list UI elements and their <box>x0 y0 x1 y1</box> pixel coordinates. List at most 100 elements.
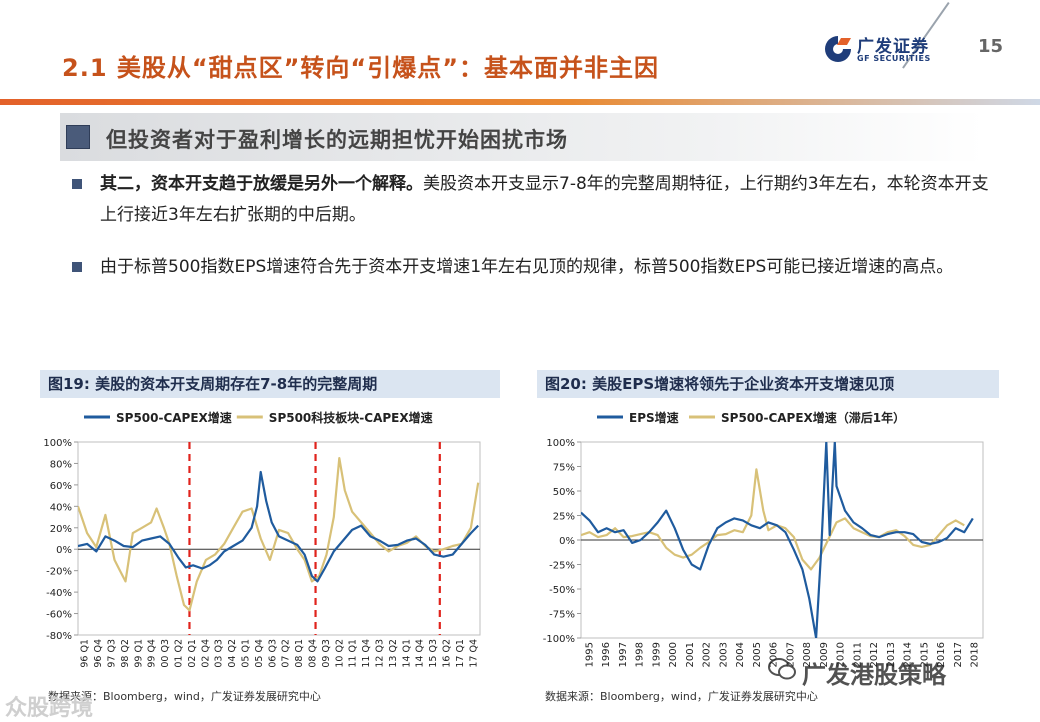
y-tick-label: 25% <box>553 512 575 523</box>
x-tick-label: 12 Q3 <box>375 639 386 668</box>
watermark-text: 广发港股策略 <box>768 655 946 690</box>
y-tick-label: 0% <box>559 536 575 547</box>
plot-area <box>77 441 481 636</box>
x-tick-label: 09 Q3 <box>321 639 332 668</box>
figure-20-label: 图20: <box>545 375 587 393</box>
x-tick-label: 2001 <box>685 642 696 667</box>
x-tick-label: 05 Q4 <box>254 639 265 668</box>
figure-20-title-text: 美股EPS增速将领先于企业资本开支增速见顶 <box>592 375 895 393</box>
x-tick-label: 08 Q1 <box>294 639 305 668</box>
x-tick-label: 2009 <box>819 642 830 667</box>
y-tick-label: 0% <box>56 545 72 556</box>
page-title: 2.1 美股从“甜点区”转向“引爆点”：基本面并非主因 <box>62 54 659 82</box>
figure-19-source: 数据来源：Bloomberg，wind，广发证券发展研究中心 <box>48 690 321 703</box>
y-tick-label: -60% <box>46 610 72 621</box>
y-tick-label: 50% <box>553 487 575 498</box>
x-tick-label: 2018 <box>970 642 981 667</box>
logo-text-cn: 广发证券 <box>857 37 929 57</box>
y-tick-label: -50% <box>549 585 575 596</box>
x-tick-label: 2004 <box>735 642 746 667</box>
series-line <box>78 470 479 583</box>
x-tick-label: 1998 <box>635 642 646 667</box>
x-tick-label: 2013 <box>886 642 897 667</box>
y-tick-label: -100% <box>543 634 575 645</box>
bullet-1-text: 美股资本开支显示7-8年的完整周期特征，上行期约3年左右，本轮资本开支上行接近3… <box>100 174 989 225</box>
series-line <box>581 442 974 638</box>
x-tick-label: 2003 <box>718 642 729 667</box>
y-tick-label: -80% <box>46 631 72 642</box>
x-tick-label: 2017 <box>953 642 964 667</box>
x-tick-label: 2012 <box>869 642 880 667</box>
legend-label: SP500-CAPEX增速（滞后1年） <box>721 410 905 425</box>
x-tick-label: 15 Q3 <box>428 639 439 668</box>
square-bullet-icon <box>66 125 90 149</box>
x-tick-label: 13 Q2 <box>388 639 399 668</box>
y-tick-label: -25% <box>549 561 575 572</box>
figure-19-chart: 100%80%60%40%20%0%-20%-40%-60%-80%96 Q1 9… <box>43 410 481 668</box>
figure-20-title: 图20: 美股EPS增速将领先于企业资本开支增速见顶 <box>537 370 999 398</box>
header-accent-bar <box>0 99 1040 105</box>
subheading-banner: 但投资者对于盈利增长的远期担忧开始困扰市场 <box>60 113 984 161</box>
y-tick-label: -20% <box>46 567 72 578</box>
y-tick-label: 100% <box>43 438 72 449</box>
x-tick-label: 02 Q1 <box>187 639 198 668</box>
x-tick-label: 06 Q3 <box>267 639 278 668</box>
bullet-1-bold: 其二，资本开支趋于放缓是另外一个解释。 <box>100 174 423 194</box>
x-tick-label: 14 Q4 <box>415 639 426 668</box>
x-tick-label: 2005 <box>752 642 763 667</box>
series-line <box>78 457 480 612</box>
x-tick-label: 2000 <box>668 642 679 667</box>
x-tick-label: 04 Q2 <box>227 639 238 668</box>
square-bullet-icon <box>72 179 82 189</box>
y-tick-label: 75% <box>553 463 575 474</box>
x-tick-label: 11 Q4 <box>361 639 372 668</box>
y-tick-label: -75% <box>549 610 575 621</box>
wechat-icon <box>768 658 796 680</box>
subheading-text: 但投资者对于盈利增长的远期担忧开始困扰市场 <box>106 128 568 152</box>
x-tick-label: 07 Q2 <box>281 639 292 668</box>
figure-19-label: 图19: <box>48 375 90 393</box>
figure-20-chart: 100% 75% 50% 25% 0% -25% -50% -75% -100% 1995 1996… <box>543 410 984 667</box>
figure-19-title: 图19: 美股的资本开支周期存在7-8年的完整周期 <box>40 370 500 398</box>
gf-securities-logo: 广发证券 GF SECURITIES <box>823 32 948 72</box>
x-tick-label: 10 Q2 <box>334 639 345 668</box>
watermark-label: 广发港股策略 <box>802 661 946 689</box>
x-tick-label: 99 Q4 <box>147 639 158 668</box>
x-tick-label: 2016 <box>936 642 947 667</box>
x-tick-label: 17 Q1 <box>455 639 466 668</box>
x-tick-label: 16 Q2 <box>442 639 453 668</box>
x-tick-label: 2011 <box>852 642 863 667</box>
x-tick-label: 17 Q4 <box>468 639 479 668</box>
page-number: 15 <box>978 36 1004 57</box>
legend-label: EPS增速 <box>629 410 679 425</box>
x-tick-label: 14 Q1 <box>401 639 412 668</box>
gf-logo-icon <box>825 36 851 62</box>
y-tick-label: 20% <box>50 524 72 535</box>
figure-19-panel: 图19: 美股的资本开支周期存在7-8年的完整周期 100% 80% 60% 40% 2… <box>40 370 500 703</box>
figure-20-panel: 图20: 美股EPS增速将领先于企业资本开支增速见顶 100% 75% 50% 25%… <box>537 370 999 703</box>
x-tick-label: 98 Q2 <box>120 639 131 668</box>
x-tick-label: 2006 <box>769 642 780 667</box>
x-tick-label: 01 Q2 <box>174 639 185 668</box>
x-tick-label: 97 Q3 <box>107 639 118 668</box>
y-tick-label: 80% <box>50 459 72 470</box>
y-tick-label: 100% <box>546 438 575 449</box>
x-tick-label: 1997 <box>618 642 629 667</box>
x-tick-label: 96 Q1 <box>80 639 91 668</box>
y-tick-label: -40% <box>46 588 72 599</box>
x-tick-label: 03 Q3 <box>214 639 225 668</box>
bullet-paragraph-2: 由于标普500指数EPS增速符合先于资本开支增速1年左右见顶的规律，标普500指… <box>72 252 1002 283</box>
x-tick-label: 2014 <box>903 642 914 667</box>
watermark-bottom-left: 众股跨境 <box>5 696 94 721</box>
figure-20-source: 数据来源：Bloomberg，wind，广发证券发展研究中心 <box>545 690 818 703</box>
y-tick-label: 60% <box>50 481 72 492</box>
y-tick-label: 40% <box>50 502 72 513</box>
x-tick-label: 96 Q4 <box>93 639 104 668</box>
x-tick-label: 1995 <box>584 642 595 667</box>
x-tick-label: 1999 <box>651 642 662 667</box>
figure-19-title-text: 美股的资本开支周期存在7-8年的完整周期 <box>95 375 378 393</box>
x-tick-label: 2002 <box>702 642 713 667</box>
legend-label: SP500科技板块-CAPEX增速 <box>269 410 433 425</box>
x-tick-label: 1996 <box>601 642 612 667</box>
x-tick-label: 11 Q1 <box>348 639 359 668</box>
